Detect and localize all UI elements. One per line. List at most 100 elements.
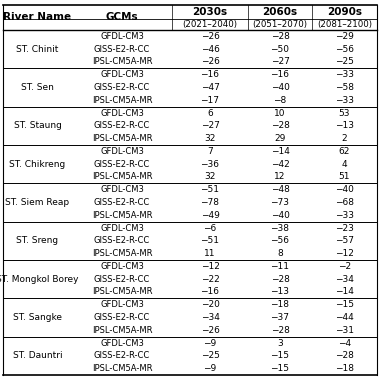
Text: ST. Sreng: ST. Sreng (16, 236, 59, 245)
Text: −9: −9 (203, 339, 217, 347)
Text: ST. Staung: ST. Staung (14, 121, 62, 130)
Text: −42: −42 (271, 160, 290, 169)
Text: 6: 6 (207, 108, 213, 118)
Text: 2: 2 (342, 134, 347, 143)
Text: ST. Chikreng: ST. Chikreng (10, 160, 66, 169)
Text: GISS-E2-R-CC: GISS-E2-R-CC (94, 83, 150, 92)
Text: ST. Chinit: ST. Chinit (16, 45, 59, 54)
Text: −18: −18 (271, 300, 290, 309)
Text: −31: −31 (335, 326, 354, 335)
Text: IPSL-CM5A-MR: IPSL-CM5A-MR (92, 249, 152, 258)
Text: −48: −48 (271, 185, 290, 194)
Text: −28: −28 (271, 121, 290, 130)
Text: ST. Sen: ST. Sen (21, 83, 54, 92)
Text: 2030s: 2030s (192, 7, 228, 17)
Text: 2090s: 2090s (327, 7, 362, 17)
Text: GISS-E2-R-CC: GISS-E2-R-CC (94, 313, 150, 322)
Text: −33: −33 (335, 70, 354, 79)
Text: GISS-E2-R-CC: GISS-E2-R-CC (94, 275, 150, 284)
Text: −26: −26 (201, 326, 219, 335)
Text: 32: 32 (204, 172, 216, 181)
Text: −14: −14 (271, 147, 290, 156)
Text: −12: −12 (335, 249, 354, 258)
Text: ST. Mongkol Borey: ST. Mongkol Borey (0, 275, 79, 284)
Text: −49: −49 (201, 211, 219, 220)
Text: 2060s: 2060s (263, 7, 298, 17)
Text: GFDL-CM3: GFDL-CM3 (100, 185, 144, 194)
Text: −33: −33 (335, 211, 354, 220)
Text: −16: −16 (271, 70, 290, 79)
Text: IPSL-CM5A-MR: IPSL-CM5A-MR (92, 134, 152, 143)
Text: ST. Dauntri: ST. Dauntri (13, 351, 62, 360)
Text: −4: −4 (338, 339, 351, 347)
Text: −20: −20 (201, 300, 219, 309)
Text: −56: −56 (271, 236, 290, 245)
Text: −16: −16 (201, 70, 220, 79)
Text: GFDL-CM3: GFDL-CM3 (100, 300, 144, 309)
Text: −14: −14 (335, 287, 354, 296)
Text: GFDL-CM3: GFDL-CM3 (100, 32, 144, 41)
Text: 29: 29 (274, 134, 286, 143)
Text: −73: −73 (271, 198, 290, 207)
Text: IPSL-CM5A-MR: IPSL-CM5A-MR (92, 96, 152, 105)
Text: −25: −25 (335, 57, 354, 67)
Text: 3: 3 (277, 339, 283, 347)
Text: −44: −44 (335, 313, 354, 322)
Text: IPSL-CM5A-MR: IPSL-CM5A-MR (92, 172, 152, 181)
Text: 32: 32 (204, 134, 216, 143)
Text: IPSL-CM5A-MR: IPSL-CM5A-MR (92, 326, 152, 335)
Text: −33: −33 (335, 96, 354, 105)
Text: GISS-E2-R-CC: GISS-E2-R-CC (94, 198, 150, 207)
Text: −58: −58 (335, 83, 354, 92)
Text: −26: −26 (201, 32, 219, 41)
Text: −13: −13 (271, 287, 290, 296)
Text: −51: −51 (201, 236, 220, 245)
Text: −40: −40 (335, 185, 354, 194)
Text: −38: −38 (271, 223, 290, 232)
Text: −27: −27 (201, 121, 219, 130)
Text: −34: −34 (335, 275, 354, 284)
Text: IPSL-CM5A-MR: IPSL-CM5A-MR (92, 287, 152, 296)
Text: −28: −28 (335, 351, 354, 360)
Text: −2: −2 (338, 262, 351, 271)
Text: −34: −34 (201, 313, 219, 322)
Text: IPSL-CM5A-MR: IPSL-CM5A-MR (92, 364, 152, 373)
Text: −15: −15 (335, 300, 354, 309)
Text: −11: −11 (271, 262, 290, 271)
Text: −22: −22 (201, 275, 219, 284)
Text: GISS-E2-R-CC: GISS-E2-R-CC (94, 351, 150, 360)
Text: 10: 10 (274, 108, 286, 118)
Text: −13: −13 (335, 121, 354, 130)
Text: 11: 11 (204, 249, 216, 258)
Text: −12: −12 (201, 262, 219, 271)
Text: GFDL-CM3: GFDL-CM3 (100, 147, 144, 156)
Text: −56: −56 (335, 45, 354, 54)
Text: −15: −15 (271, 351, 290, 360)
Text: −47: −47 (201, 83, 219, 92)
Text: 8: 8 (277, 249, 283, 258)
Text: −25: −25 (201, 351, 219, 360)
Text: GISS-E2-R-CC: GISS-E2-R-CC (94, 160, 150, 169)
Text: (2081–2100): (2081–2100) (317, 20, 372, 29)
Text: −50: −50 (271, 45, 290, 54)
Text: GFDL-CM3: GFDL-CM3 (100, 223, 144, 232)
Text: −40: −40 (271, 211, 290, 220)
Text: −46: −46 (201, 45, 219, 54)
Text: 4: 4 (342, 160, 347, 169)
Text: −26: −26 (201, 57, 219, 67)
Text: −6: −6 (203, 223, 217, 232)
Text: −36: −36 (201, 160, 220, 169)
Text: −28: −28 (271, 275, 290, 284)
Text: 53: 53 (339, 108, 350, 118)
Text: GISS-E2-R-CC: GISS-E2-R-CC (94, 236, 150, 245)
Text: 62: 62 (339, 147, 350, 156)
Text: −51: −51 (201, 185, 220, 194)
Text: GISS-E2-R-CC: GISS-E2-R-CC (94, 45, 150, 54)
Text: ST. Siem Reap: ST. Siem Reap (5, 198, 70, 207)
Text: 7: 7 (207, 147, 213, 156)
Text: −57: −57 (335, 236, 354, 245)
Text: IPSL-CM5A-MR: IPSL-CM5A-MR (92, 57, 152, 67)
Text: GCMs: GCMs (106, 12, 138, 23)
Text: −40: −40 (271, 83, 290, 92)
Text: −18: −18 (335, 364, 354, 373)
